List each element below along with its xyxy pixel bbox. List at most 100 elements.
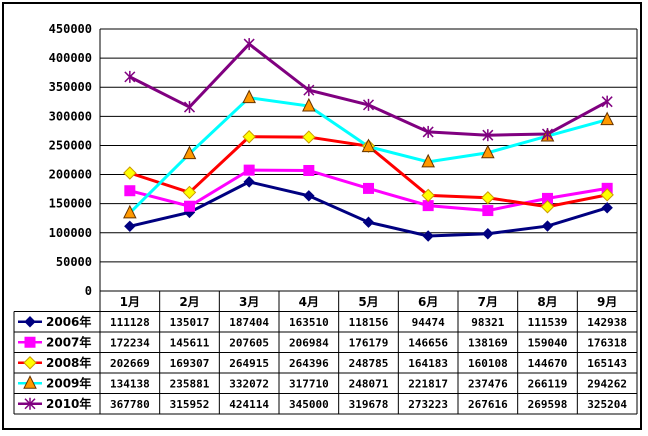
legend-label: 2009年 bbox=[46, 375, 91, 390]
data-point bbox=[363, 182, 374, 194]
x-category-label: 6月 bbox=[418, 295, 438, 309]
data-point bbox=[361, 138, 376, 153]
data-cell: 159040 bbox=[528, 336, 568, 349]
data-point bbox=[124, 220, 136, 233]
data-point bbox=[24, 316, 36, 328]
data-cell: 144670 bbox=[528, 357, 568, 370]
data-point bbox=[123, 204, 137, 219]
series-line bbox=[128, 96, 608, 214]
data-table: 1月 2月 3月 4月 5月 6月 7月 8月 9月 2006年 111128 135017 18740… bbox=[13, 290, 638, 415]
data-cell: 138169 bbox=[468, 336, 508, 349]
x-category-label: 2月 bbox=[179, 295, 199, 309]
data-point bbox=[421, 153, 435, 168]
data-cell: 111539 bbox=[528, 316, 568, 329]
data-point bbox=[303, 164, 315, 176]
data-point bbox=[422, 230, 434, 242]
data-cell: 264396 bbox=[289, 357, 329, 370]
y-tick-label: 250000 bbox=[49, 138, 92, 152]
y-tick-label: 150000 bbox=[49, 197, 92, 211]
data-cell: 345000 bbox=[289, 398, 329, 411]
data-cell: 221817 bbox=[408, 377, 448, 390]
chart-frame bbox=[2, 2, 642, 430]
data-cell: 142938 bbox=[587, 316, 627, 329]
data-point bbox=[302, 97, 316, 112]
data-point bbox=[243, 176, 255, 188]
data-point bbox=[124, 185, 136, 197]
data-point bbox=[242, 130, 256, 144]
data-point bbox=[302, 130, 316, 144]
data-point bbox=[23, 375, 37, 389]
y-tick-label: 100000 bbox=[49, 226, 92, 240]
x-category-label: 8月 bbox=[537, 295, 557, 309]
data-point bbox=[362, 98, 375, 111]
y-tick-label: 0 bbox=[85, 284, 92, 298]
data-point bbox=[24, 336, 36, 348]
data-point bbox=[123, 166, 137, 180]
data-cell: 165143 bbox=[587, 357, 627, 370]
y-tick-label: 450000 bbox=[49, 22, 92, 36]
data-cell: 176179 bbox=[349, 336, 389, 349]
data-point bbox=[600, 111, 614, 126]
y-tick-label: 350000 bbox=[49, 80, 92, 94]
y-tick-label: 400000 bbox=[49, 51, 92, 65]
data-cell: 160108 bbox=[468, 357, 508, 370]
data-cell: 248785 bbox=[349, 357, 389, 370]
data-point bbox=[482, 205, 494, 217]
gridlines bbox=[99, 28, 638, 292]
x-category-label: 3月 bbox=[239, 295, 259, 309]
y-tick-label: 300000 bbox=[49, 109, 92, 123]
data-point bbox=[23, 356, 37, 370]
data-point bbox=[243, 164, 255, 176]
x-category-label: 1月 bbox=[120, 295, 140, 309]
data-point bbox=[421, 188, 435, 203]
data-point bbox=[182, 185, 197, 200]
data-cell: 187404 bbox=[229, 316, 269, 329]
data-cell: 325204 bbox=[587, 398, 627, 411]
data-point bbox=[24, 397, 36, 410]
data-point bbox=[540, 200, 555, 214]
x-category-label: 4月 bbox=[299, 295, 319, 309]
x-category-label: 5月 bbox=[358, 295, 378, 309]
x-category-label: 7月 bbox=[478, 295, 498, 309]
y-tick-label: 50000 bbox=[56, 255, 92, 269]
data-cell: 111128 bbox=[110, 316, 150, 329]
data-cell: 207605 bbox=[229, 336, 269, 349]
data-point bbox=[601, 95, 613, 108]
data-cell: 98321 bbox=[471, 316, 504, 329]
data-cell: 176318 bbox=[587, 336, 627, 349]
y-tick-label: 200000 bbox=[49, 168, 92, 182]
data-cell: 163510 bbox=[289, 316, 329, 329]
data-cell: 146656 bbox=[408, 336, 448, 349]
data-cell: 135017 bbox=[170, 316, 210, 329]
series-markers bbox=[123, 38, 614, 242]
data-cell: 94474 bbox=[412, 316, 445, 329]
data-point bbox=[242, 89, 256, 104]
x-category-label: 9月 bbox=[597, 295, 617, 309]
data-cell: 424114 bbox=[229, 398, 269, 411]
data-point bbox=[183, 101, 196, 114]
legend-label: 2006年 bbox=[46, 314, 91, 329]
data-cell: 206984 bbox=[289, 336, 329, 349]
data-point bbox=[422, 125, 434, 138]
data-cell: 237476 bbox=[468, 377, 508, 390]
data-point bbox=[541, 220, 554, 232]
data-cell: 145611 bbox=[170, 336, 210, 349]
data-cell: 164183 bbox=[408, 357, 448, 370]
data-point bbox=[481, 144, 495, 159]
data-cell: 367780 bbox=[110, 398, 150, 411]
data-cell: 266119 bbox=[528, 377, 568, 390]
data-cell: 319678 bbox=[349, 398, 389, 411]
data-cell: 315952 bbox=[170, 398, 210, 411]
data-cell: 169307 bbox=[170, 357, 210, 370]
data-point bbox=[124, 70, 136, 83]
data-cell: 264915 bbox=[229, 357, 269, 370]
data-cell: 248071 bbox=[349, 377, 389, 390]
data-point bbox=[243, 38, 255, 51]
data-cell: 273223 bbox=[408, 398, 448, 411]
data-point bbox=[601, 202, 613, 214]
data-point bbox=[482, 129, 494, 142]
data-cell: 269598 bbox=[528, 398, 568, 411]
data-point bbox=[600, 188, 614, 202]
data-point bbox=[362, 216, 375, 228]
data-point bbox=[182, 145, 197, 160]
